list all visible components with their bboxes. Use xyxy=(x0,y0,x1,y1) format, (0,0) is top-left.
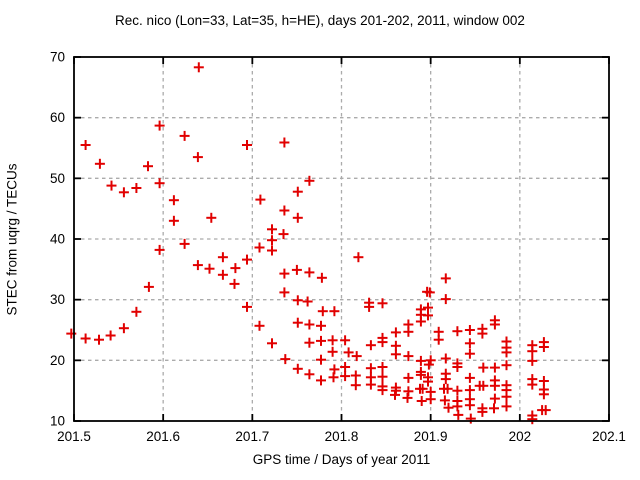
y-tick-label: 70 xyxy=(50,50,65,65)
y-tick-label: 10 xyxy=(50,414,65,429)
y-tick-label: 30 xyxy=(50,292,65,307)
y-tick-label: 40 xyxy=(50,232,65,247)
x-tick-label: 202 xyxy=(509,429,532,444)
data-points xyxy=(66,62,551,425)
x-tick-label: 201.6 xyxy=(146,429,180,444)
y-tick-label: 50 xyxy=(50,171,65,186)
y-tick-label: 60 xyxy=(50,110,65,125)
x-tick-label: 201.9 xyxy=(414,429,448,444)
x-axis-label: GPS time / Days of year 2011 xyxy=(252,452,431,467)
x-tick-label: 201.8 xyxy=(325,429,359,444)
chart-title: Rec. nico (Lon=33, Lat=35, h=HE), days 2… xyxy=(115,13,525,28)
y-tick-label: 20 xyxy=(50,353,65,368)
x-tick-label: 201.5 xyxy=(57,429,91,444)
x-tick-label: 202.1 xyxy=(592,429,626,444)
x-tick-label: 201.7 xyxy=(235,429,269,444)
